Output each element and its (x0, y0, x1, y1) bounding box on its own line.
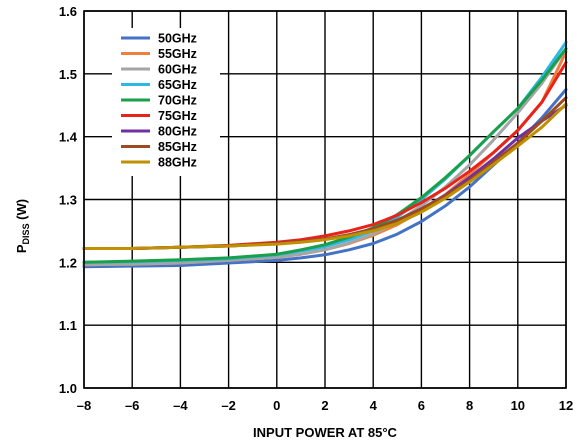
x-tick-label: 10 (511, 398, 525, 413)
series-line-88GHz (82, 102, 568, 250)
y-axis-label-sub: DISS (21, 223, 31, 244)
y-axis-label-main: P (14, 244, 29, 253)
y-axis-label-tail: (W) (14, 199, 29, 224)
y-tick-label: 1.2 (59, 255, 77, 270)
legend-label: 75GHz (158, 109, 197, 123)
legend-item: 80GHz (121, 125, 197, 139)
x-tick-label: 8 (466, 398, 473, 413)
series-line-60GHz (82, 47, 568, 267)
legend-label: 65GHz (158, 78, 197, 92)
legend-label: 70GHz (158, 94, 197, 108)
x-tick-label: –8 (77, 398, 91, 413)
legend-item: 75GHz (121, 109, 197, 123)
legend-item: 65GHz (121, 78, 197, 92)
x-tick-label: –6 (125, 398, 139, 413)
x-tick-label: 4 (370, 398, 378, 413)
legend-label: 85GHz (158, 140, 197, 154)
legend-item: 50GHz (121, 32, 197, 46)
x-tick-label: 6 (418, 398, 425, 413)
legend-label: 55GHz (158, 47, 197, 61)
y-axis-label: PDISS (W) (14, 199, 31, 253)
y-tick-label: 1.6 (59, 4, 77, 19)
legend-label: 50GHz (158, 32, 197, 46)
y-tick-label: 1.1 (59, 318, 77, 333)
legend-label: 80GHz (158, 125, 197, 139)
x-tick-label: 0 (273, 398, 280, 413)
y-tick-label: 1.4 (59, 130, 78, 145)
x-axis-label: INPUT POWER AT 85°C (253, 425, 397, 440)
x-tick-label: 12 (559, 398, 573, 413)
legend-item: 85GHz (121, 140, 197, 154)
legend-item: 55GHz (121, 47, 197, 61)
x-axis-ticks: –8 –6 –4 –2 0 2 4 6 8 10 12 (77, 398, 573, 413)
series-lines (82, 40, 568, 269)
plot-border (83, 10, 567, 389)
y-tick-label: 1.5 (59, 67, 77, 82)
legend-item: 88GHz (121, 156, 197, 170)
plot-frame (83, 10, 567, 389)
x-tick-label: –4 (173, 398, 188, 413)
y-tick-label: 1.0 (59, 381, 77, 396)
x-tick-label: 2 (321, 398, 328, 413)
legend-item: 70GHz (121, 94, 197, 108)
legend-label: 60GHz (158, 63, 197, 77)
y-axis-ticks: 1.0 1.1 1.2 1.3 1.4 1.5 1.6 (59, 4, 78, 396)
y-tick-label: 1.3 (59, 193, 77, 208)
legend-item: 60GHz (121, 63, 197, 77)
x-tick-label: –2 (221, 398, 235, 413)
legend-label: 88GHz (158, 156, 197, 170)
